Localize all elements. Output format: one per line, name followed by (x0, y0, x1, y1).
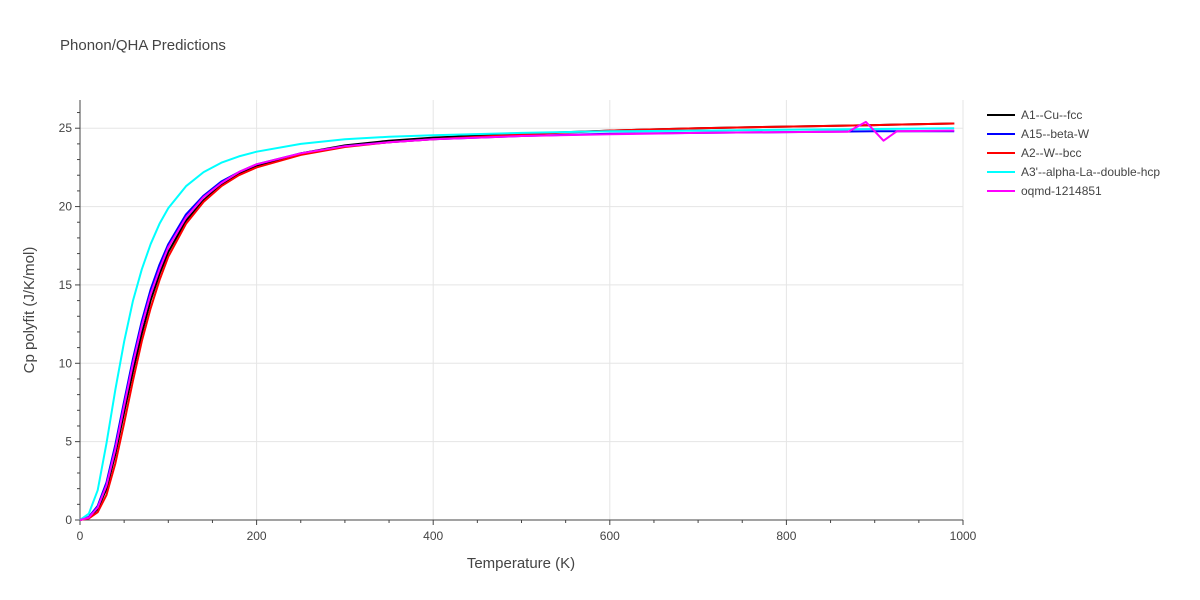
x-tick-label: 400 (423, 529, 443, 543)
y-tick-label: 25 (59, 121, 73, 135)
legend-item[interactable]: A2--W--bcc (987, 146, 1081, 160)
x-tick-label: 800 (776, 529, 796, 543)
chart-title: Phonon/QHA Predictions (60, 37, 226, 54)
legend-label: oqmd-1214851 (1021, 184, 1102, 198)
legend-label: A2--W--bcc (1021, 146, 1081, 160)
legend-label: A15--beta-W (1021, 127, 1090, 141)
y-tick-label: 0 (65, 513, 72, 527)
legend-item[interactable]: A15--beta-W (987, 127, 1090, 141)
x-axis-title: Temperature (K) (467, 555, 575, 572)
tick-labels: 0 200 400 600 800 1000 0 5 10 15 20 25 (59, 121, 977, 543)
y-axis-title: Cp polyfit (J/K/mol) (21, 247, 38, 374)
grid (80, 100, 964, 520)
x-tick-label: 600 (600, 529, 620, 543)
legend-label: A3'--alpha-La--double-hcp (1021, 165, 1160, 179)
legend-item[interactable]: A1--Cu--fcc (987, 108, 1082, 122)
legend-item[interactable]: oqmd-1214851 (987, 184, 1102, 198)
series-line-4[interactable] (79, 127, 955, 521)
x-tick-label: 200 (247, 529, 267, 543)
y-tick-label: 20 (59, 200, 73, 214)
series-layer (79, 120, 955, 521)
legend-label: A1--Cu--fcc (1021, 108, 1082, 122)
y-tick-label: 10 (59, 356, 73, 370)
y-tick-label: 15 (59, 278, 73, 292)
x-tick-label: 1000 (950, 529, 977, 543)
series-line-5[interactable] (79, 120, 955, 521)
axes (75, 100, 964, 525)
legend[interactable]: A1--Cu--fcc A15--beta-W A2--W--bcc A3'--alp… (987, 108, 1160, 198)
y-tick-label: 5 (65, 435, 72, 449)
legend-item[interactable]: A3'--alpha-La--double-hcp (987, 165, 1160, 179)
x-tick-label: 0 (77, 529, 84, 543)
